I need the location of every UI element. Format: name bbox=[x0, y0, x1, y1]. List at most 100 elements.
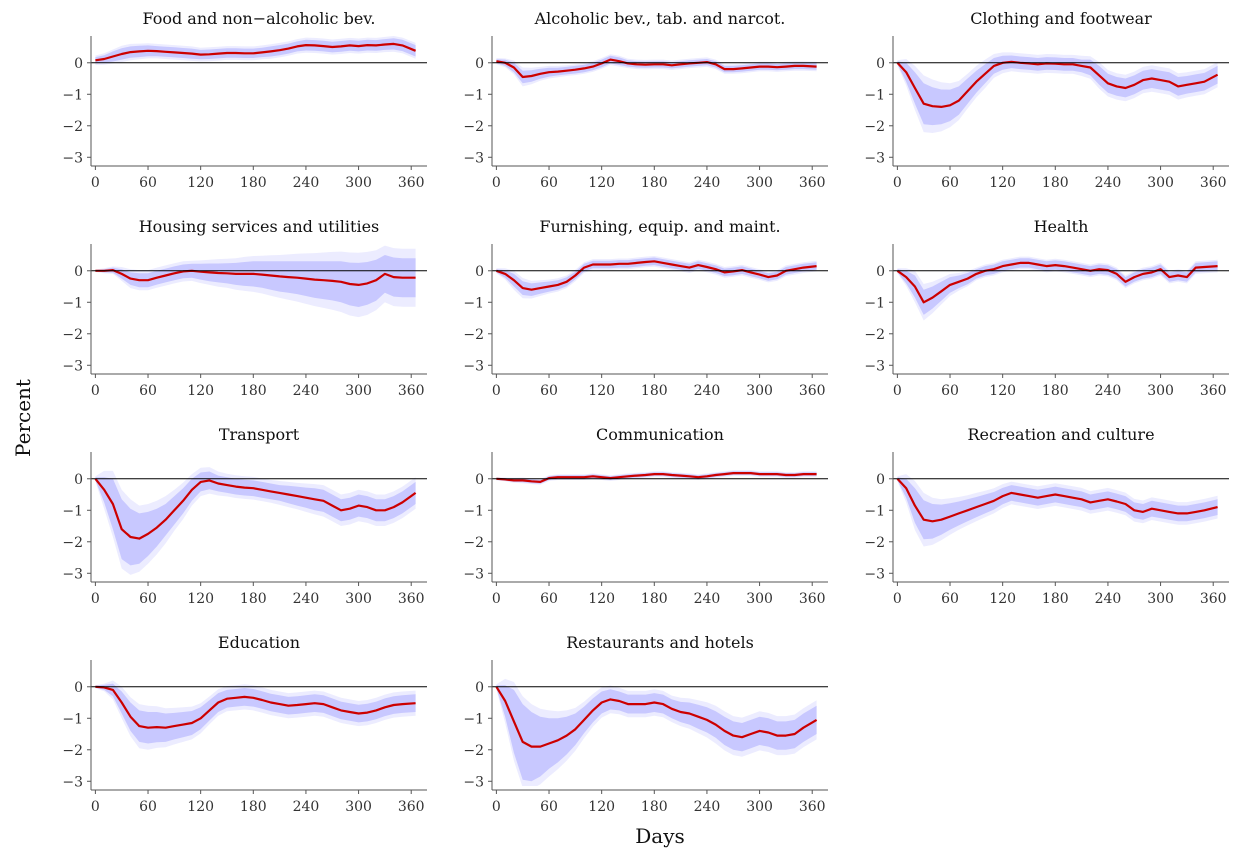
y-tick-label: 0 bbox=[475, 56, 484, 72]
inner-confidence-band bbox=[496, 55, 817, 84]
x-tick-label: 360 bbox=[799, 383, 826, 399]
x-tick-label: 60 bbox=[941, 175, 959, 191]
y-tick-label: −1 bbox=[463, 711, 484, 727]
x-tick-label: 180 bbox=[1042, 175, 1069, 191]
x-tick-label: 0 bbox=[91, 383, 100, 399]
x-tick-label: 180 bbox=[240, 799, 267, 815]
x-tick-label: 180 bbox=[1042, 383, 1069, 399]
plot-area bbox=[896, 256, 1218, 321]
x-tick-label: 360 bbox=[398, 799, 425, 815]
y-tick-label: 0 bbox=[74, 264, 83, 280]
y-tick-label: 0 bbox=[876, 56, 885, 72]
x-tick-label: 300 bbox=[1147, 591, 1174, 607]
series-line bbox=[896, 261, 1218, 304]
x-tick-label: 60 bbox=[540, 799, 558, 815]
y-tick-label: −1 bbox=[864, 295, 885, 311]
y-tick-label: −2 bbox=[463, 743, 484, 759]
inner-confidence-band bbox=[95, 683, 416, 744]
panel-4: Furnishing, equip. and maint. 0 −1 −2 −3 0 60 1… bbox=[463, 217, 828, 399]
x-tick-label: 240 bbox=[694, 175, 721, 191]
panel-title: Restaurants and hotels bbox=[566, 633, 754, 652]
y-tick-label: −2 bbox=[62, 535, 83, 551]
panel-3: Housing services and utilities 0 −1 −2 −3 0 60… bbox=[62, 217, 427, 399]
x-tick-label: 120 bbox=[989, 383, 1016, 399]
x-tick-label: 60 bbox=[540, 383, 558, 399]
x-tick-label: 360 bbox=[799, 591, 826, 607]
y-tick-label: −1 bbox=[62, 295, 83, 311]
x-tick-label: 180 bbox=[641, 799, 668, 815]
y-tick-label: −3 bbox=[463, 150, 484, 166]
x-tick-label: 0 bbox=[91, 591, 100, 607]
x-tick-label: 300 bbox=[746, 799, 773, 815]
y-tick-label: 0 bbox=[475, 264, 484, 280]
y-tick-label: −2 bbox=[463, 119, 484, 135]
x-tick-label: 60 bbox=[139, 383, 157, 399]
x-tick-label: 120 bbox=[989, 591, 1016, 607]
x-tick-label: 0 bbox=[91, 175, 100, 191]
plot-area bbox=[94, 467, 417, 575]
x-tick-label: 360 bbox=[1200, 591, 1227, 607]
x-tick-label: 360 bbox=[1200, 175, 1227, 191]
x-tick-label: 120 bbox=[187, 175, 214, 191]
y-tick-label: 0 bbox=[475, 472, 484, 488]
y-tick-label: −3 bbox=[62, 774, 83, 790]
y-tick-label: 0 bbox=[876, 472, 885, 488]
plot-area bbox=[496, 54, 817, 87]
x-tick-label: 360 bbox=[398, 591, 425, 607]
y-tick-label: −2 bbox=[463, 327, 484, 343]
x-tick-label: 180 bbox=[240, 175, 267, 191]
series-line bbox=[496, 58, 817, 79]
x-tick-label: 0 bbox=[492, 591, 501, 607]
panel-title: Housing services and utilities bbox=[139, 217, 380, 236]
y-tick-label: −3 bbox=[463, 566, 484, 582]
panel-title: Furnishing, equip. and maint. bbox=[539, 217, 780, 236]
inner-confidence-band bbox=[897, 258, 1218, 315]
x-tick-label: 300 bbox=[746, 591, 773, 607]
y-tick-label: −1 bbox=[62, 711, 83, 727]
x-tick-label: 180 bbox=[641, 383, 668, 399]
series-line bbox=[896, 60, 1219, 108]
inner-confidence-band bbox=[496, 471, 817, 484]
x-tick-label: 240 bbox=[694, 799, 721, 815]
outer-confidence-band bbox=[95, 467, 416, 575]
y-tick-label: −2 bbox=[864, 535, 885, 551]
x-tick-label: 120 bbox=[187, 799, 214, 815]
x-tick-label: 240 bbox=[293, 383, 320, 399]
x-tick-label: 60 bbox=[139, 591, 157, 607]
x-tick-label: 0 bbox=[492, 175, 501, 191]
x-tick-label: 0 bbox=[492, 383, 501, 399]
panel-title: Health bbox=[1034, 217, 1089, 236]
y-tick-label: −1 bbox=[463, 503, 484, 519]
panel-7: Communication 0 −1 −2 −3 0 60 120 180 240 300 360 bbox=[463, 425, 828, 607]
panel-title: Food and non−alcoholic bev. bbox=[142, 9, 375, 28]
panel-6: Transport 0 −1 −2 −3 0 60 120 180 240 300 360 bbox=[62, 425, 427, 607]
panel-grid: Food and non−alcoholic bev. 0 −1 −2 −3 0 60 120… bbox=[62, 9, 1229, 815]
x-tick-label: 360 bbox=[1200, 383, 1227, 399]
x-tick-label: 60 bbox=[941, 591, 959, 607]
y-tick-label: −1 bbox=[62, 87, 83, 103]
x-tick-label: 240 bbox=[1095, 175, 1122, 191]
y-tick-label: −3 bbox=[62, 358, 83, 374]
y-tick-label: −1 bbox=[463, 295, 484, 311]
x-tick-label: 120 bbox=[588, 175, 615, 191]
y-tick-label: −3 bbox=[864, 358, 885, 374]
plot-area bbox=[896, 474, 1218, 547]
panel-title: Transport bbox=[219, 425, 300, 444]
y-tick-label: −2 bbox=[62, 119, 83, 135]
y-tick-label: −1 bbox=[463, 87, 484, 103]
x-tick-label: 360 bbox=[398, 383, 425, 399]
y-tick-label: −3 bbox=[62, 150, 83, 166]
x-tick-label: 300 bbox=[1147, 383, 1174, 399]
x-tick-label: 180 bbox=[1042, 591, 1069, 607]
x-axis-title: Days bbox=[635, 824, 685, 848]
y-tick-label: −2 bbox=[463, 535, 484, 551]
x-tick-label: 300 bbox=[345, 175, 372, 191]
x-tick-label: 300 bbox=[746, 383, 773, 399]
y-tick-label: −2 bbox=[864, 119, 885, 135]
series-line bbox=[95, 685, 416, 729]
x-tick-label: 60 bbox=[540, 591, 558, 607]
y-axis-title: Percent bbox=[11, 379, 35, 457]
x-tick-label: 360 bbox=[398, 175, 425, 191]
series-line bbox=[496, 260, 817, 291]
